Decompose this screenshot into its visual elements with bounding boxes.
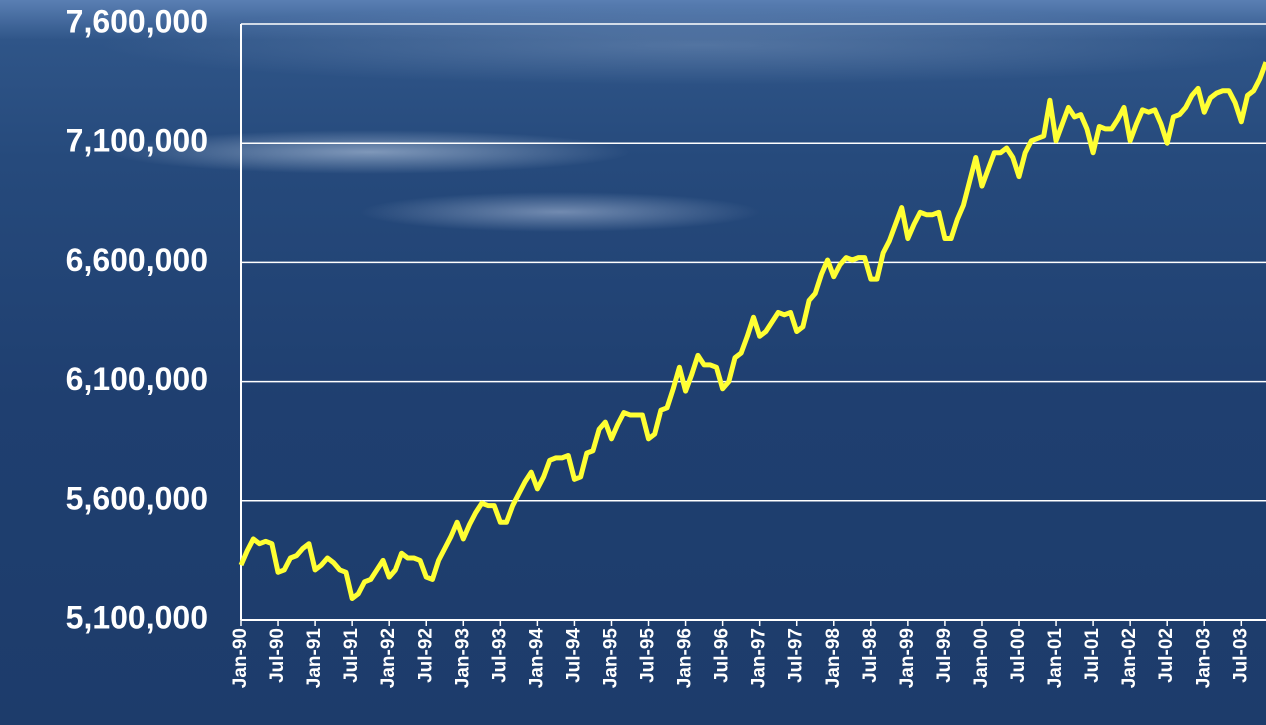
x-tick-label: Jul-90 <box>267 628 288 683</box>
x-tick-label: Jan-91 <box>304 628 325 689</box>
x-tick-label: Jul-92 <box>415 628 436 683</box>
x-tick-label: Jan-00 <box>971 628 992 688</box>
y-tick-label: 5,100,000 <box>66 599 208 635</box>
x-tick-label: Jul-93 <box>489 628 510 683</box>
y-tick-label: 7,100,000 <box>66 123 208 159</box>
y-tick-label: 6,600,000 <box>66 242 208 278</box>
y-tick-label: 5,600,000 <box>66 480 208 516</box>
x-tick-label: Jan-97 <box>749 628 770 688</box>
x-tick-label: Jan-90 <box>230 628 251 688</box>
x-tick-label: Jul-97 <box>786 628 807 683</box>
x-tick-label: Jul-03 <box>1230 628 1251 683</box>
x-tick-label: Jul-98 <box>860 628 881 683</box>
x-tick-label: Jan-93 <box>452 628 473 688</box>
y-tick-label: 6,100,000 <box>66 361 208 397</box>
x-tick-label: Jan-94 <box>526 628 547 689</box>
y-tick-label: 7,600,000 <box>66 3 208 39</box>
x-tick-label: Jul-94 <box>563 628 584 683</box>
x-tick-label: Jul-99 <box>934 628 955 683</box>
data-line <box>238 61 1266 602</box>
x-tick-label: Jan-98 <box>823 628 844 688</box>
x-tick-label: Jul-91 <box>341 628 362 683</box>
x-tick-label: Jan-92 <box>378 628 399 688</box>
x-tick-label: Jan-96 <box>675 628 696 688</box>
x-tick-label: Jul-95 <box>638 628 659 683</box>
x-tick-label: Jul-02 <box>1156 628 1177 683</box>
x-tick-label: Jul-00 <box>1008 628 1029 683</box>
x-tick-label: Jul-01 <box>1082 628 1103 683</box>
x-tick-label: Jul-96 <box>712 628 733 683</box>
x-tick-label: Jan-03 <box>1193 628 1214 688</box>
x-tick-label: Jan-01 <box>1045 628 1066 689</box>
x-tick-label: Jan-95 <box>600 628 621 689</box>
x-tick-label: Jan-99 <box>897 628 918 688</box>
x-tick-label: Jan-02 <box>1119 628 1140 688</box>
